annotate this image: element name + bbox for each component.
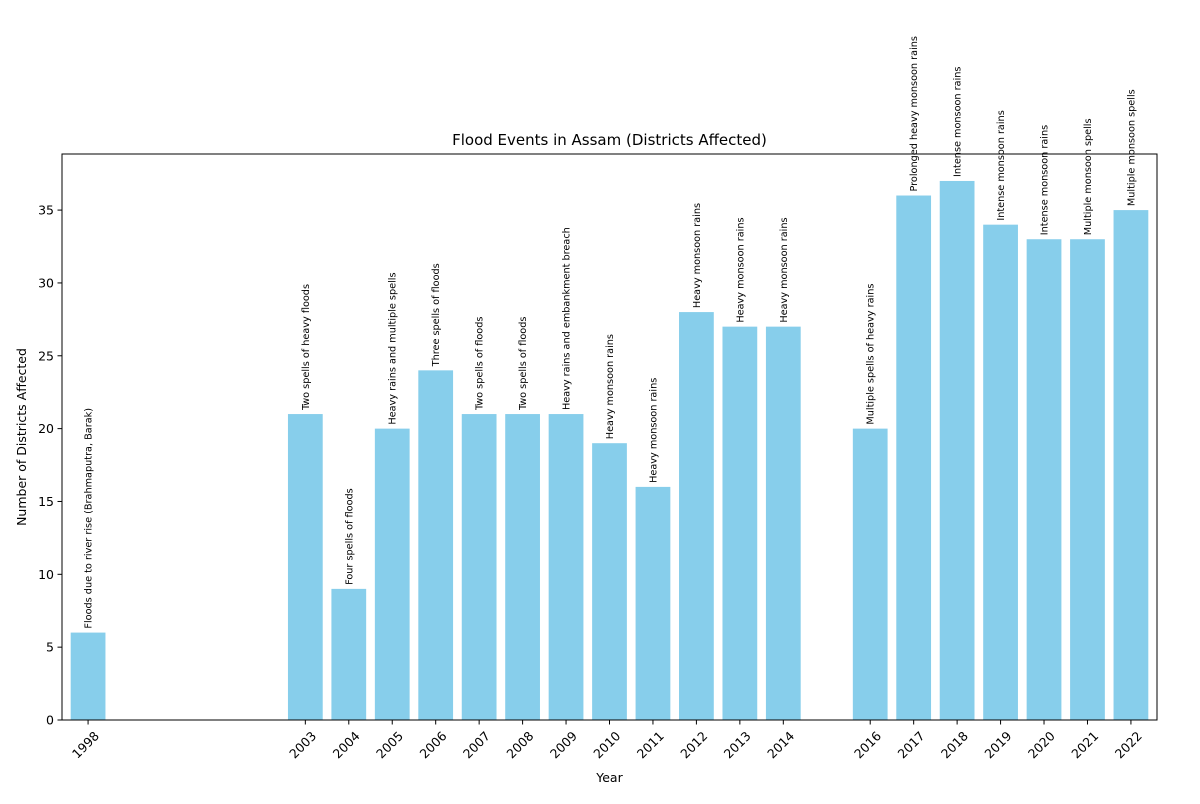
x-axis-label: Year — [595, 770, 623, 785]
bar-annotation-2007: Two spells of floods — [475, 317, 486, 411]
bar-2020 — [1026, 239, 1062, 721]
bar-2007 — [461, 414, 497, 720]
x-tick-label-2004: 2004 — [330, 728, 363, 761]
bar-annotation-2005: Heavy rains and multiple spells — [388, 272, 399, 424]
bar-annotation-2009: Heavy rains and embankment breach — [562, 227, 573, 410]
x-tick-label-2005: 2005 — [373, 728, 406, 761]
bar-annotations: Floods due to river rise (Brahmaputra, B… — [84, 36, 1138, 629]
bar-2005 — [374, 428, 410, 720]
bar-annotation-2003: Two spells of heavy floods — [301, 284, 312, 411]
bars-layer — [70, 180, 1149, 721]
bar-annotation-2021: Multiple monsoon spells — [1083, 118, 1094, 235]
bar-annotation-2010: Heavy monsoon rains — [605, 334, 616, 439]
bar-annotation-2014: Heavy monsoon rains — [779, 217, 790, 322]
y-tick-label-10: 10 — [38, 567, 54, 582]
y-axis-label: Number of Districts Affected — [14, 348, 29, 526]
bar-2008 — [505, 414, 540, 720]
bar-2011 — [635, 486, 671, 720]
bar-1998 — [70, 632, 106, 720]
bar-2019 — [983, 224, 1018, 721]
bar-2009 — [548, 414, 584, 720]
x-tick-label-2003: 2003 — [286, 728, 319, 761]
bar-2021 — [1070, 239, 1105, 721]
y-tick-label-25: 25 — [38, 348, 54, 363]
chart-title: Flood Events in Assam (Districts Affecte… — [452, 131, 767, 149]
bar-2018 — [939, 180, 975, 720]
bar-2017 — [896, 195, 932, 720]
bar-annotation-2020: Intense monsoon rains — [1040, 125, 1051, 235]
x-tick-label-2017: 2017 — [894, 728, 927, 761]
y-tick-label-20: 20 — [38, 421, 54, 436]
bar-2012 — [679, 312, 714, 720]
x-tick-label-2006: 2006 — [416, 728, 449, 761]
bar-annotation-2022: Multiple monsoon spells — [1126, 89, 1137, 206]
y-tick-label-5: 5 — [46, 640, 54, 655]
x-tick-label-2011: 2011 — [634, 728, 667, 761]
bar-annotation-2011: Heavy monsoon rains — [648, 378, 659, 483]
x-tick-label-2018: 2018 — [938, 728, 971, 761]
x-tick-label-2013: 2013 — [721, 728, 754, 761]
bar-annotation-2012: Heavy monsoon rains — [692, 203, 703, 308]
x-tick-label-2019: 2019 — [981, 728, 1014, 761]
x-tick-label-2010: 2010 — [590, 728, 623, 761]
x-tick-label-2012: 2012 — [677, 728, 710, 761]
bar-annotation-1998: Floods due to river rise (Brahmaputra, B… — [84, 408, 95, 629]
x-tick-label-2014: 2014 — [764, 728, 797, 761]
bar-annotation-2004: Four spells of floods — [344, 488, 355, 585]
bar-2010 — [592, 443, 627, 720]
y-tick-label-30: 30 — [38, 275, 54, 290]
y-tick-label-15: 15 — [38, 494, 54, 509]
bar-annotation-2018: Intense monsoon rains — [953, 67, 964, 177]
x-tick-label-2016: 2016 — [851, 728, 884, 761]
x-axis: 1998 2003 2004 2005 2006 2007 2008 2009 2010 2011… — [69, 720, 1145, 761]
bar-2016 — [852, 428, 888, 720]
y-tick-label-35: 35 — [38, 203, 54, 218]
y-tick-label-0: 0 — [46, 713, 54, 728]
x-tick-label-1998: 1998 — [69, 728, 102, 761]
x-tick-label-2022: 2022 — [1112, 728, 1145, 761]
bar-annotation-2019: Intense monsoon rains — [996, 110, 1007, 220]
bar-2022 — [1113, 210, 1149, 720]
bar-annotation-2006: Three spells of floods — [431, 263, 442, 367]
y-axis: 0 5 10 15 20 25 30 35 — [38, 203, 62, 728]
bar-annotation-2017: Prolonged heavy monsoon rains — [909, 36, 920, 191]
bar-annotation-2016: Multiple spells of heavy rains — [866, 284, 877, 425]
bar-2006 — [418, 370, 454, 720]
bar-annotation-2013: Heavy monsoon rains — [735, 217, 746, 322]
bar-2013 — [722, 326, 758, 720]
x-tick-label-2009: 2009 — [547, 728, 580, 761]
x-tick-label-2008: 2008 — [503, 728, 536, 761]
x-tick-label-2007: 2007 — [460, 728, 493, 761]
bar-2004 — [331, 588, 367, 720]
x-tick-label-2020: 2020 — [1025, 728, 1058, 761]
bar-annotation-2008: Two spells of floods — [518, 317, 529, 411]
x-tick-label-2021: 2021 — [1068, 728, 1101, 761]
bar-2003 — [287, 414, 323, 720]
bar-2014 — [765, 326, 801, 720]
